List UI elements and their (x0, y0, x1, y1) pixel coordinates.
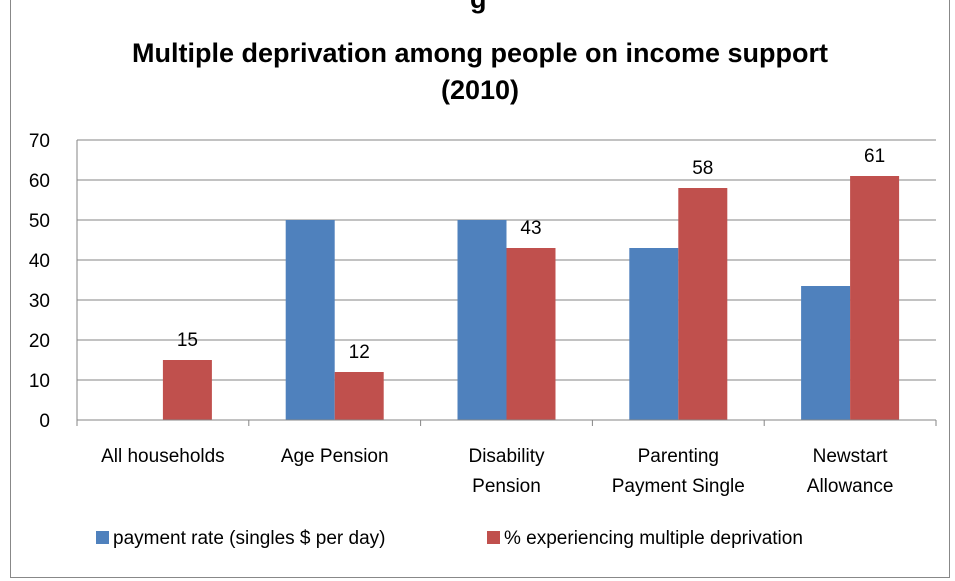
bar-series1-0 (162, 360, 212, 420)
legend-swatch-0 (96, 531, 109, 544)
y-axis: 0 10 20 30 40 50 60 70 (29, 131, 78, 432)
data-label-series1-1: 12 (349, 342, 370, 363)
chart-title: Multiple deprivation among people on inc… (10, 35, 950, 109)
data-label-series1-2: 43 (520, 218, 541, 239)
x-category-label-4-1: Allowance (807, 476, 894, 497)
x-category-label-3-0: Parenting (638, 446, 719, 467)
data-labels: 15 12 43 58 61 (177, 146, 885, 363)
bar-series0-1 (285, 220, 335, 420)
y-tick-label-0: 0 (39, 411, 50, 432)
bar-series1-4 (850, 176, 900, 420)
bar-series1-1 (334, 372, 384, 420)
bar-series0-2 (457, 220, 507, 420)
legend-label-1: % experiencing multiple deprivation (504, 528, 803, 549)
legend-label-0: payment rate (singles $ per day) (113, 528, 385, 549)
top-title-fragment: g (470, 0, 487, 15)
y-tick-label-20: 20 (29, 331, 50, 352)
bar-series1-3 (678, 188, 728, 420)
chart-title-line-1: Multiple deprivation among people on inc… (131, 38, 829, 68)
x-category-label-0-0: All households (101, 446, 225, 467)
y-tick-label-70: 70 (29, 131, 50, 152)
data-label-series1-3: 58 (692, 158, 713, 179)
y-tick-label-60: 60 (29, 171, 50, 192)
data-label-series1-4: 61 (864, 146, 885, 167)
x-category-label-4-0: Newstart (813, 446, 889, 467)
y-tick-label-10: 10 (29, 371, 50, 392)
x-axis: All households Age Pension Disability Pensi… (76, 419, 937, 497)
x-category-label-3-1: Payment Single (612, 476, 745, 497)
y-tick-label-40: 40 (29, 251, 50, 272)
data-label-series1-0: 15 (177, 330, 198, 351)
bar-series0-3 (629, 248, 679, 420)
bars (162, 176, 900, 420)
x-category-label-2-0: Disability (468, 446, 545, 467)
y-tick-label-30: 30 (29, 291, 50, 312)
x-category-label-1-0: Age Pension (281, 446, 389, 467)
legend: payment rate (singles $ per day) % experi… (96, 528, 803, 549)
bar-series1-2 (506, 248, 556, 420)
bar-series0-4 (801, 286, 851, 420)
x-category-label-2-1: Pension (472, 476, 541, 497)
chart-title-line-2: (2010) (440, 75, 520, 105)
legend-swatch-1 (487, 531, 500, 544)
y-tick-label-50: 50 (29, 211, 50, 232)
